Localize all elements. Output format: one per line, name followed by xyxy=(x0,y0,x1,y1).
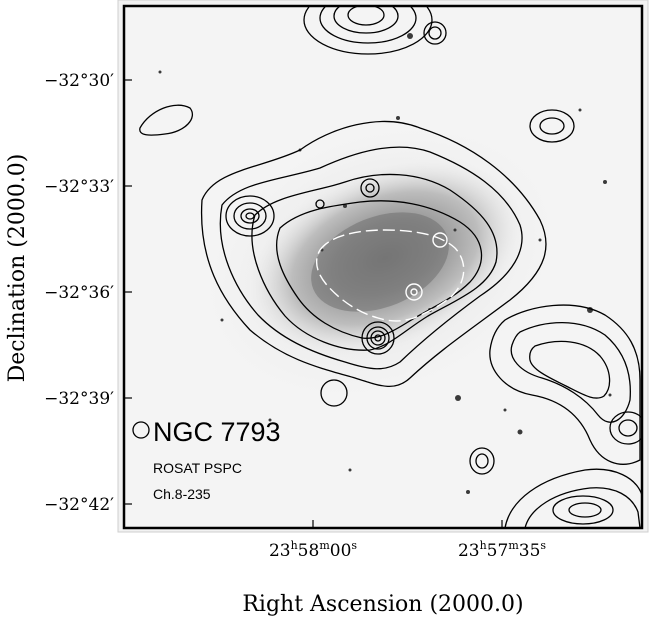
dec-tick-label: −32°42′ xyxy=(44,495,114,515)
dec-tick-label: −32°30′ xyxy=(44,71,114,91)
image-border xyxy=(122,4,644,530)
ra-tick-label: 23h57m35s xyxy=(458,539,546,561)
instrument-label: ROSAT PSPC xyxy=(153,460,242,476)
ra-tick-label: 23h58m00s xyxy=(269,539,357,561)
object-name: NGC 7793 xyxy=(153,417,281,447)
xray-contours xyxy=(139,6,642,528)
beam-circle xyxy=(132,421,150,439)
y-axis-title: Declination (2000.0) xyxy=(5,154,30,383)
image-panel xyxy=(124,6,642,528)
galaxy-core xyxy=(311,212,449,312)
channels-label: Ch.8-235 xyxy=(153,486,211,502)
axis-ticks xyxy=(124,79,503,528)
dec-tick-label: −32°33′ xyxy=(44,177,114,197)
x-axis-title: Right Ascension (2000.0) xyxy=(242,592,523,617)
dec-tick-label: −32°36′ xyxy=(44,283,114,303)
inner-contours xyxy=(315,229,465,322)
dec-tick-label: −32°39′ xyxy=(44,389,114,409)
